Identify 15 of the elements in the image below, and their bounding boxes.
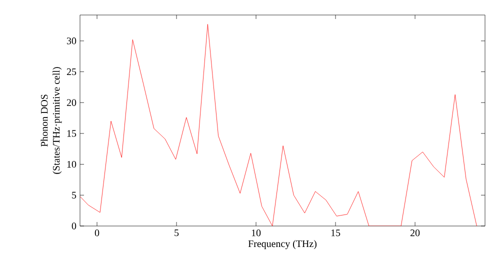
y-tick-label: 30 [67,38,76,44]
y-tick-label: 0 [72,222,76,230]
x-axis-title: Frequency (THz) [248,240,316,250]
y-tick-label: 15 [67,130,76,137]
y-tick-label: 20 [66,99,76,106]
y-tick-label: 25 [66,68,76,76]
x-tick-label: 5 [174,230,179,236]
x-tick-label: 15 [331,230,340,236]
y-axis-title: Phonon DOS (States/THz·primitive cell) [40,67,62,174]
line-series [80,24,477,226]
x-tick-label: 0 [94,230,100,236]
y-tick-label: 10 [67,160,76,168]
x-tick-label: 20 [410,230,420,236]
y-tick-label: 5 [72,192,76,198]
x-tick-label: 10 [252,230,261,236]
